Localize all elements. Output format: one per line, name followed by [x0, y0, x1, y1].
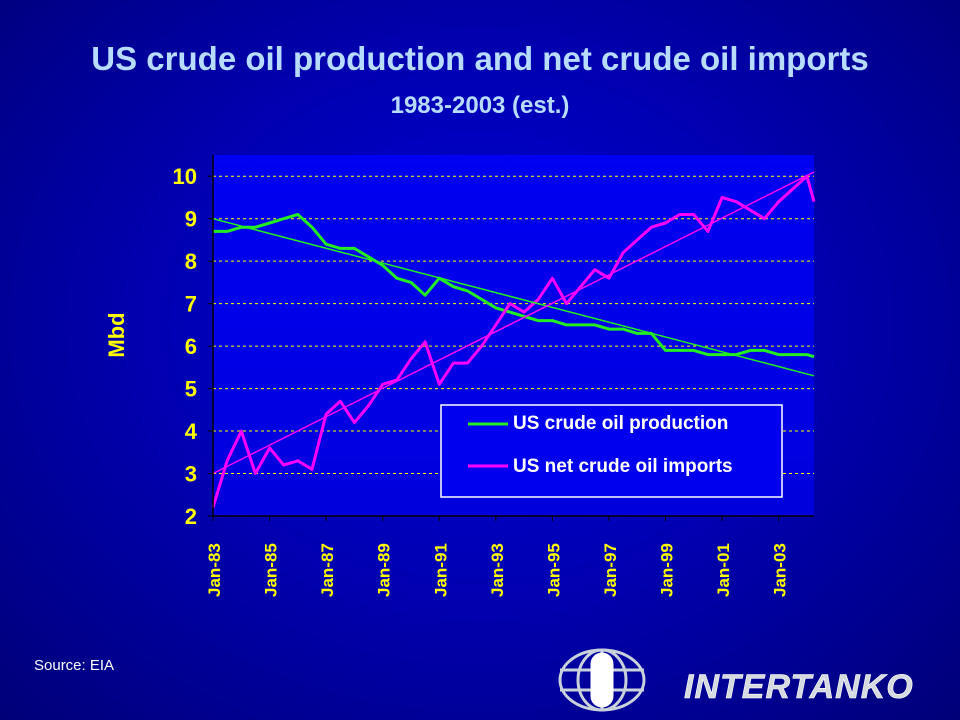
- chart-subtitle: 1983-2003 (est.): [390, 92, 570, 119]
- x-tick-label-5: Jan-93: [488, 543, 507, 597]
- x-tick-label-3: Jan-89: [375, 543, 394, 597]
- legend-label-production: US crude oil production: [513, 413, 728, 434]
- x-tick-label-6: Jan-95: [544, 543, 563, 597]
- series-layer: [211, 171, 816, 508]
- x-tick-labels: Jan-83 Jan-85 Jan-87 Jan-89 Jan-91 Jan-93 Jan-…: [205, 516, 790, 597]
- x-tick-label-8: Jan-99: [658, 543, 677, 597]
- x-tick-label-4: Jan-91: [431, 543, 450, 597]
- source-note: Source: EIA: [34, 657, 115, 674]
- y-tick-label-6: 8: [185, 249, 197, 274]
- x-tick-label-0: Jan-83: [205, 543, 224, 597]
- chart-title: US crude oil production and net crude oi…: [91, 40, 869, 77]
- legend: US crude oil production US net crude oil…: [440, 404, 783, 498]
- y-tick-label-2: 4: [185, 419, 198, 444]
- y-tick-label-4: 6: [185, 334, 197, 359]
- y-tick-label-7: 9: [185, 207, 197, 232]
- legend-label-imports: US net crude oil imports: [513, 456, 733, 477]
- series-line-1: [211, 174, 816, 508]
- legend-box: [440, 404, 783, 498]
- intertanko-logo: INTERTANKO: [558, 648, 914, 712]
- trendline-2: [212, 217, 815, 377]
- series-line-0: [213, 213, 815, 359]
- y-tick-label-3: 5: [185, 377, 197, 402]
- y-tick-labels: 2 3 4 5 6 7 8 9 10: [173, 164, 213, 529]
- y-tick-label-5: 7: [185, 292, 197, 317]
- y-tick-label-1: 3: [185, 462, 197, 487]
- x-tick-label-2: Jan-87: [318, 543, 337, 597]
- x-tick-label-9: Jan-01: [714, 543, 733, 597]
- x-tick-label-7: Jan-97: [601, 543, 620, 597]
- y-tick-label-0: 2: [185, 504, 197, 529]
- globe-icon: [558, 648, 646, 712]
- y-tick-label-8: 10: [173, 164, 197, 189]
- logo-wordmark: INTERTANKO: [684, 668, 914, 706]
- x-tick-label-1: Jan-85: [262, 543, 281, 597]
- trendline-3: [212, 171, 815, 475]
- y-axis-label: Mbd: [104, 312, 129, 357]
- line-chart: 2 3 4 5 6 7 8 9 10 Jan-83 Jan-85 Jan-87 Jan-89 Jan-9…: [104, 155, 816, 597]
- x-tick-label-10: Jan-03: [771, 543, 790, 597]
- axes: [212, 155, 814, 517]
